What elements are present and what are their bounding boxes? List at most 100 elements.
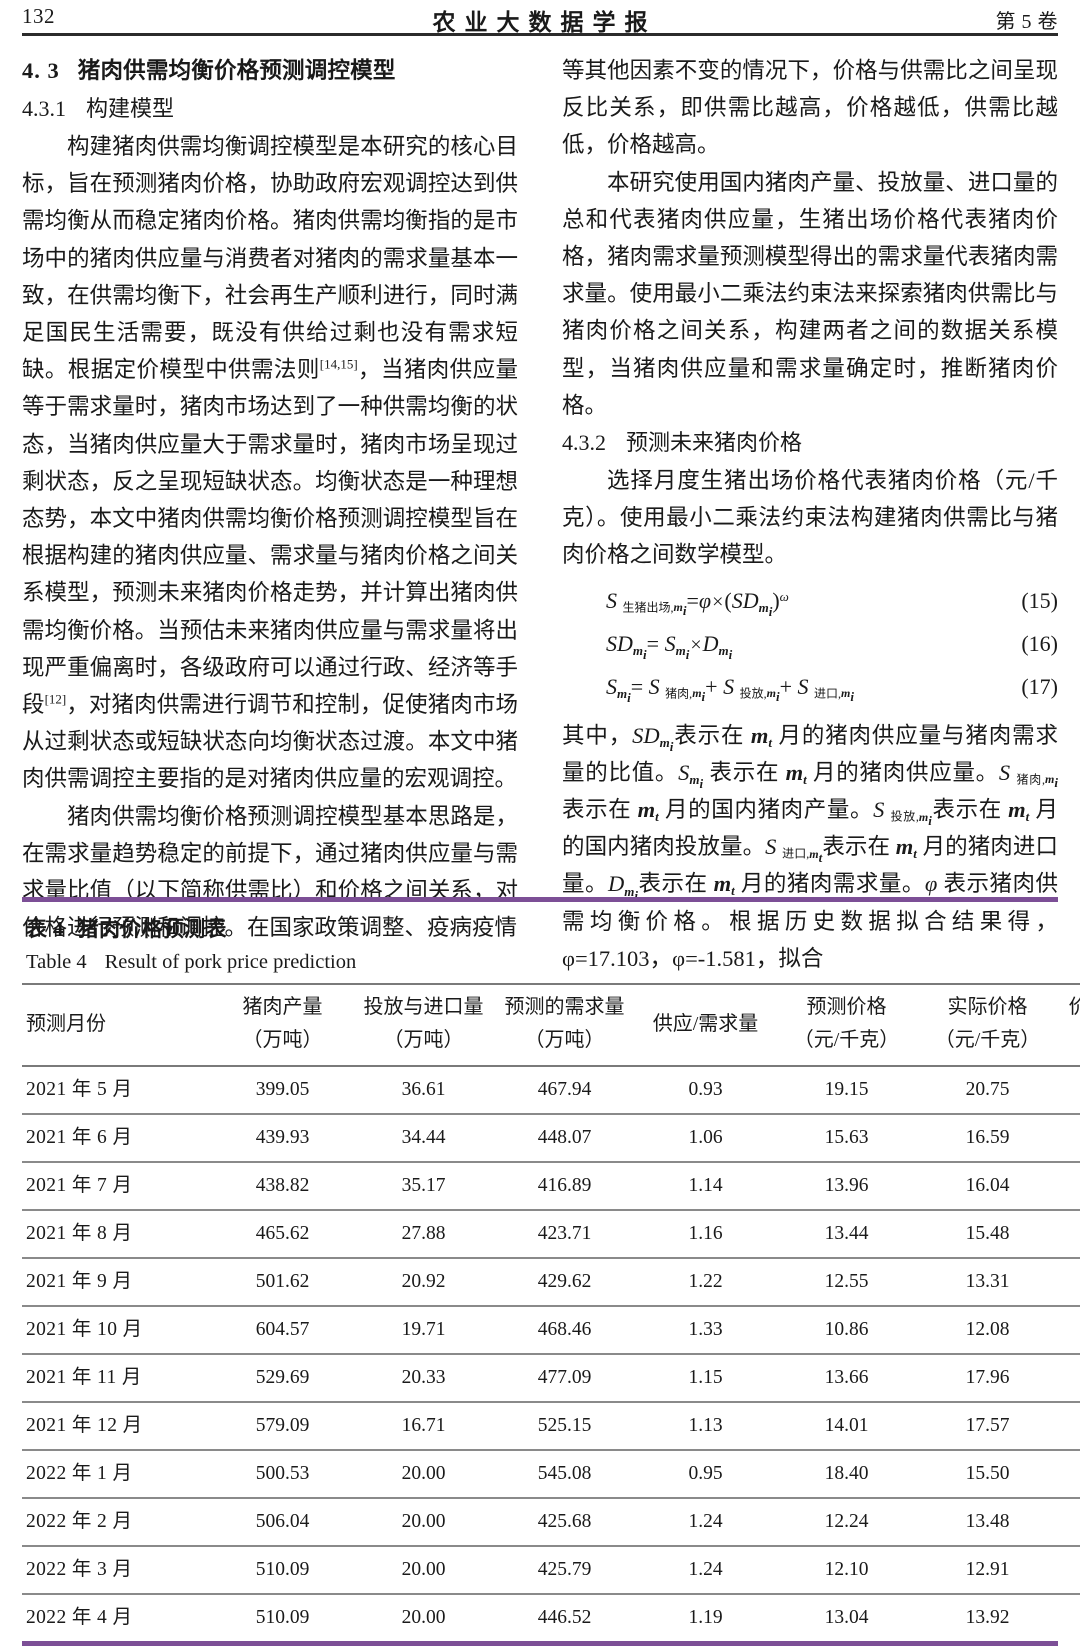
cell-value: 12.91 — [917, 1546, 1058, 1594]
cell-value: 465.62 — [212, 1210, 353, 1258]
section-heading-4-3-number: 4. 3 — [22, 58, 60, 83]
cell-value: 36.61 — [353, 1066, 494, 1114]
cell-value: 425.79 — [494, 1546, 635, 1594]
cell-value: 1.13 — [635, 1402, 776, 1450]
cell-value: 1.19 — [635, 1594, 776, 1641]
column-header-production: 猪肉产量 （万吨） — [212, 984, 353, 1066]
section-heading-4-3-text: 猪肉供需均衡价格预测调控模型 — [78, 58, 396, 83]
equation-15-number: (15) — [1021, 588, 1058, 614]
table-caption-english-label: Table 4 — [26, 951, 87, 973]
equation-17: Smi= S 猪肉,mi+ S 投放,mi+ S 进口,mi (17) — [562, 670, 1058, 713]
cell-month: 2022 年 3 月 — [22, 1546, 212, 1594]
cell-value: 15.50 — [917, 1450, 1058, 1498]
cell-value: 19.15 — [776, 1066, 917, 1114]
cell-value: 510.09 — [212, 1594, 353, 1641]
left-paragraph-1-part-a: 构建猪肉供需均衡调控模型是本研究的核心目标，旨在预测猪肉价格，协助政府宏观调控达… — [22, 134, 518, 382]
cell-value: 17.57 — [917, 1402, 1058, 1450]
cell-value: 16.71 — [353, 1402, 494, 1450]
cell-value: 13.66 — [776, 1354, 917, 1402]
cell-value: 468.46 — [494, 1306, 635, 1354]
cell-value: 12.24 — [776, 1498, 917, 1546]
left-paragraph-1-part-c: ，对猪肉供需进行调节和控制，促使猪肉市场从过剩状态或短缺状态向均衡状态过渡。本文… — [22, 692, 518, 791]
cell-value: 500.53 — [212, 1450, 353, 1498]
cell-value: 545.08 — [494, 1450, 635, 1498]
table-caption-english-text: Result of pork price prediction — [105, 951, 357, 973]
cell-value: 579.09 — [212, 1402, 353, 1450]
cell-month: 2021 年 11 月 — [22, 1354, 212, 1402]
right-paragraph-1: 等其他因素不变的情况下，价格与供需比之间呈现反比关系，即供需比越高，价格越低，供… — [562, 52, 1058, 164]
table-caption-chinese: 表 4 猪肉价格预测表 — [22, 902, 1058, 946]
cell-value: 1.33 — [635, 1306, 776, 1354]
column-header-month: 预测月份 — [22, 984, 212, 1066]
table-4-block: 表 4 猪肉价格预测表 Table 4 Result of pork price p… — [22, 897, 1058, 1646]
cell-month: 2021 年 10 月 — [22, 1306, 212, 1354]
column-header-predicted-demand-title: 预测的需求量 — [505, 996, 625, 1018]
column-header-prediction-error-title: 价格预测误差 — [1069, 996, 1080, 1018]
cell-value: 0.93 — [635, 1066, 776, 1114]
cell-value: 13.2 — [1058, 1210, 1080, 1258]
pork-price-prediction-table: 预测月份 猪肉产量 （万吨） 投放与进口量 （万吨） 预测的需求量 （万吨） 供… — [22, 983, 1080, 1641]
cell-value: 425.68 — [494, 1498, 635, 1546]
right-column: 等其他因素不变的情况下，价格与供需比之间呈现反比关系，即供需比越高，价格越低，供… — [562, 52, 1058, 977]
cell-value: 15.48 — [917, 1210, 1058, 1258]
cell-value: 13.92 — [917, 1594, 1058, 1641]
left-paragraph-1: 构建猪肉供需均衡调控模型是本研究的核心目标，旨在预测猪肉价格，协助政府宏观调控达… — [22, 128, 518, 798]
table-caption-chinese-label: 表 4 — [26, 917, 64, 941]
cell-value: 1.24 — [635, 1546, 776, 1594]
cell-value: 467.94 — [494, 1066, 635, 1114]
cell-value: 20.75 — [917, 1066, 1058, 1114]
cell-value: 13.31 — [917, 1258, 1058, 1306]
cell-value: 18.6 — [1058, 1450, 1080, 1498]
table-caption-english: Table 4 Result of pork price prediction — [22, 946, 1058, 983]
journal-title: 农业大数据学报 — [22, 3, 1058, 37]
cell-value: 1.24 — [635, 1498, 776, 1546]
section-heading-4-3-2-number: 4.3.2 — [562, 430, 606, 455]
cell-month: 2021 年 9 月 — [22, 1258, 212, 1306]
cell-value: 506.04 — [212, 1498, 353, 1546]
column-header-release-import-title: 投放与进口量 — [364, 996, 484, 1018]
cell-value: 510.09 — [212, 1546, 353, 1594]
cell-value: 14.01 — [776, 1402, 917, 1450]
cell-value: 5.8 — [1058, 1114, 1080, 1162]
cell-value: 16.59 — [917, 1114, 1058, 1162]
cell-value: 13.0 — [1058, 1162, 1080, 1210]
cell-value: 13.48 — [917, 1498, 1058, 1546]
table-caption-chinese-text: 猪肉价格预测表 — [78, 917, 227, 941]
column-header-release-import: 投放与进口量 （万吨） — [353, 984, 494, 1066]
cell-value: 20.00 — [353, 1546, 494, 1594]
section-heading-4-3: 4. 3 猪肉供需均衡价格预测调控模型 — [22, 52, 518, 89]
cell-value: 438.82 — [212, 1162, 353, 1210]
cell-value: 17.96 — [917, 1354, 1058, 1402]
cell-value: 9.2 — [1058, 1498, 1080, 1546]
cell-value: 477.09 — [494, 1354, 635, 1402]
cell-value: 13.04 — [776, 1594, 917, 1641]
section-heading-4-3-1-number: 4.3.1 — [22, 96, 66, 121]
column-header-supply-demand-ratio-title: 供应/需求量 — [653, 1013, 759, 1035]
cell-value: 15.63 — [776, 1114, 917, 1162]
cell-value: 6.3 — [1058, 1546, 1080, 1594]
cell-value: 20.00 — [353, 1498, 494, 1546]
cell-value: 10.86 — [776, 1306, 917, 1354]
cell-value: 19.71 — [353, 1306, 494, 1354]
cell-value: 7.7 — [1058, 1066, 1080, 1114]
cell-value: 27.88 — [353, 1210, 494, 1258]
table-header-row: 预测月份 猪肉产量 （万吨） 投放与进口量 （万吨） 预测的需求量 （万吨） 供… — [22, 984, 1080, 1066]
cell-value: 18.40 — [776, 1450, 917, 1498]
cell-value: 0.95 — [635, 1450, 776, 1498]
cell-month: 2022 年 1 月 — [22, 1450, 212, 1498]
cell-value: 439.93 — [212, 1114, 353, 1162]
